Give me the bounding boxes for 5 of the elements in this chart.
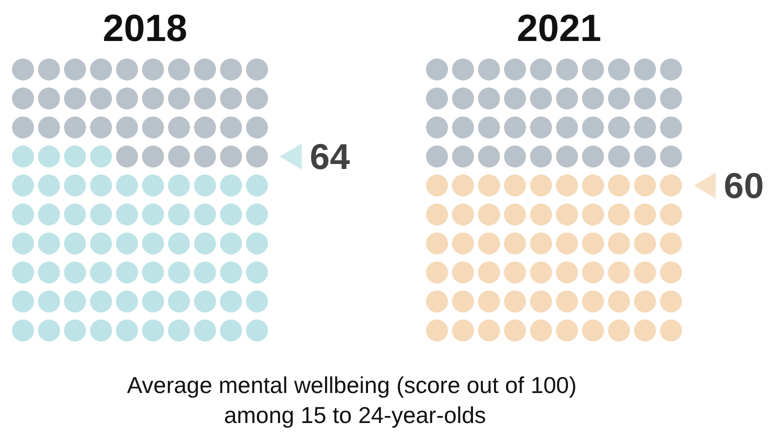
category-label: 2021 (516, 8, 602, 50)
category-label: 2018 (102, 8, 188, 50)
text: Average mental wellbeing (score out of 100) among 15 to 24-year-olds (126, 372, 584, 428)
data-label: 60 (724, 165, 764, 206)
data-label: 64 (310, 136, 350, 177)
